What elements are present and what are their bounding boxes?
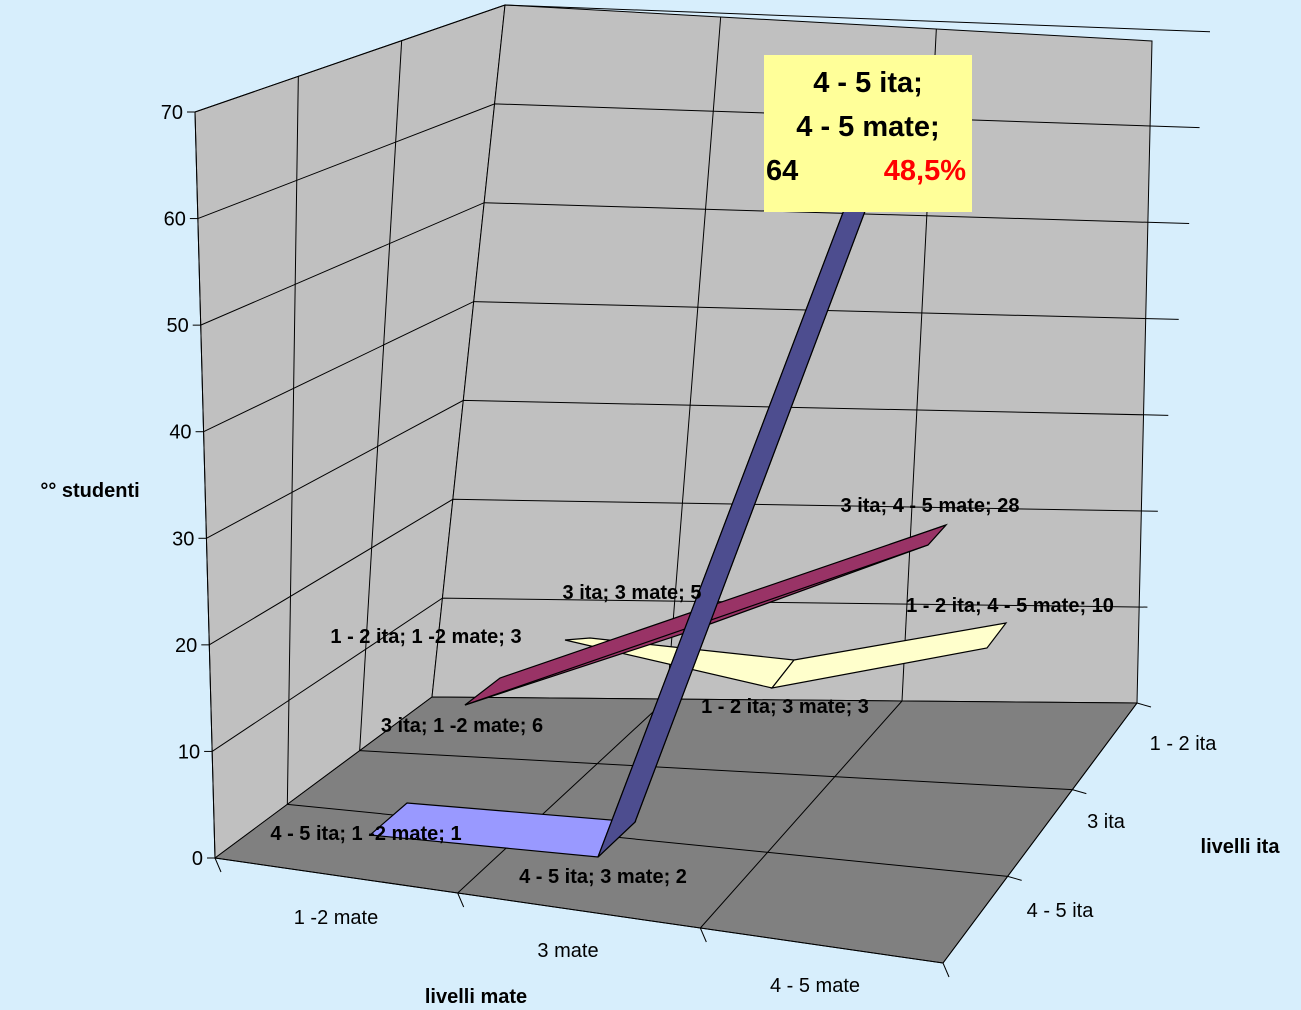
gridline-floor-x: [457, 698, 668, 894]
ribbon-segment: [770, 622, 1008, 689]
y-tick-label: 0: [192, 848, 203, 870]
y-axis-line: [194, 111, 216, 859]
y-tick-label: 50: [166, 315, 188, 337]
data-label: 4 - 5 ita; 1 -2 mate; 1: [270, 823, 461, 845]
gridline-floor-z: [359, 750, 1073, 791]
callout-line-2: 4 - 5 mate;: [796, 111, 940, 143]
x-tick-mark: [699, 927, 707, 943]
data-label: 3 ita; 1 -2 mate; 6: [381, 715, 543, 737]
data-label: 3 ita; 4 - 5 mate; 28: [841, 495, 1020, 517]
callout-line-1: 4 - 5 ita;: [813, 67, 923, 99]
series-4---5-ita: [368, 188, 875, 858]
data-label: 4 - 5 ita; 3 mate; 2: [519, 866, 687, 888]
x-tick-label: 4 - 5 mate: [770, 975, 860, 997]
gridline-vertical-back: [666, 16, 722, 700]
data-label: 1 - 2 ita; 1 -2 mate; 3: [330, 626, 521, 648]
y-tick-label: 60: [164, 209, 186, 231]
y-axis-title: °° studenti: [40, 480, 139, 502]
highlight-callout: 4 - 5 ita; 4 - 5 mate; 64 48,5%: [764, 55, 972, 212]
y-tick-label: 40: [169, 422, 191, 444]
z-tick-mark: [1136, 702, 1152, 708]
z-tick-mark: [1072, 789, 1087, 795]
x-tick-mark: [942, 962, 950, 978]
gridline-vertical-left: [286, 76, 299, 805]
gridline-floor-x: [699, 700, 903, 929]
y-tick-label: 20: [175, 635, 197, 657]
z-tick-label: 4 - 5 ita: [1027, 900, 1095, 922]
x-tick-mark: [457, 892, 465, 908]
data-label: 1 - 2 ita; 3 mate; 3: [701, 696, 869, 718]
data-label: 1 - 2 ita; 4 - 5 mate; 10: [906, 595, 1114, 617]
z-axis-line: [942, 702, 1138, 964]
y-tick-label: 70: [161, 102, 183, 124]
y-tick-label: 30: [172, 528, 194, 550]
callout-percent: 48,5%: [883, 155, 966, 187]
y-tick-label: 10: [178, 741, 200, 763]
x-tick-label: 3 mate: [537, 940, 598, 962]
x-tick-mark: [214, 857, 222, 873]
callout-count: 64: [766, 155, 799, 187]
z-tick-label: 3 ita: [1087, 811, 1126, 833]
z-axis-title: livelli ita: [1201, 836, 1281, 858]
x-axis-line: [214, 857, 944, 964]
gridline-vertical-left: [359, 40, 403, 751]
z-tick-mark: [1007, 875, 1022, 881]
z-tick-label: 1 - 2 ita: [1150, 733, 1218, 755]
x-axis-title: livelli mate: [425, 986, 527, 1008]
x-tick-label: 1 -2 mate: [294, 907, 378, 929]
data-label: 3 ita; 3 mate; 5: [563, 582, 702, 604]
